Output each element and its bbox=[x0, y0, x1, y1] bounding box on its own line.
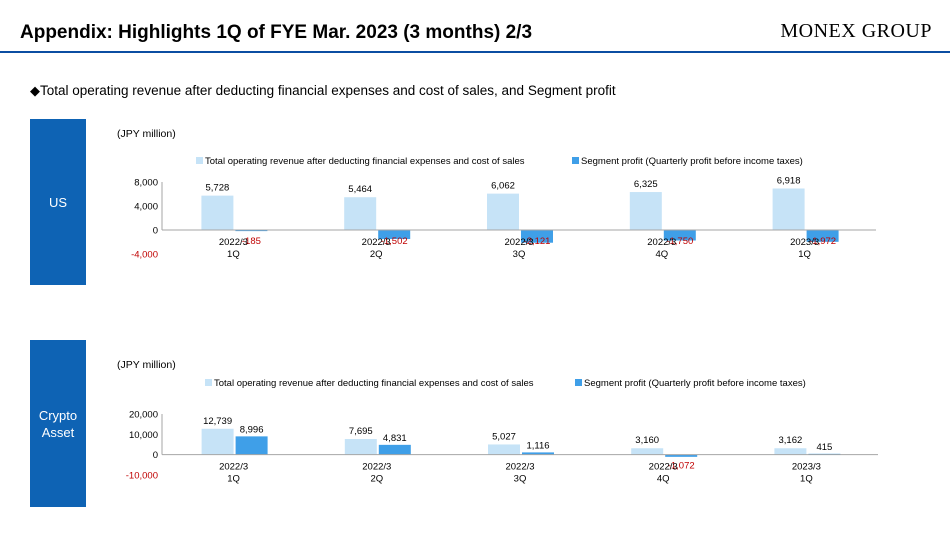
segment-label-crypto-line2: Asset bbox=[41, 424, 75, 440]
us-data-label-s1-0: -185 bbox=[242, 236, 261, 247]
us-bar-s1-0 bbox=[235, 230, 268, 232]
us-xtick-line1-4: 2023/3 bbox=[790, 237, 819, 248]
us-ytick-label-0: 8,000 bbox=[134, 178, 158, 189]
us-ytick-label-3: -4,000 bbox=[131, 250, 158, 261]
crypto-data-label-s0-2: 5,027 bbox=[492, 431, 516, 442]
crypto-bar-s0-1 bbox=[344, 439, 377, 455]
us-data-label-s0-0: 5,728 bbox=[206, 183, 230, 194]
us-bar-s1-4 bbox=[806, 230, 839, 242]
us-xtick-line2-3: 4Q bbox=[655, 249, 668, 260]
crypto-legend-label-1: Segment profit (Quarterly profit before … bbox=[584, 378, 806, 389]
crypto-data-label-s0-0: 12,739 bbox=[203, 416, 232, 427]
crypto-xtick-line1-1: 2022/3 bbox=[362, 462, 391, 473]
crypto-ytick-label-3: -10,000 bbox=[126, 471, 158, 482]
crypto-xtick-line1-4: 2023/3 bbox=[792, 462, 821, 473]
us-ytick-label-2: 0 bbox=[153, 226, 158, 237]
crypto-xtick-line2-3: 4Q bbox=[657, 474, 670, 485]
us-xtick-line2-0: 1Q bbox=[227, 249, 240, 260]
crypto-bar-s1-0 bbox=[235, 436, 268, 455]
crypto-data-label-s1-2: 1,116 bbox=[526, 440, 549, 451]
us-data-label-s0-3: 6,325 bbox=[634, 179, 658, 190]
us-legend-label-1: Segment profit (Quarterly profit before … bbox=[581, 156, 803, 167]
us-bar-s0-2 bbox=[487, 193, 519, 230]
subtitle-text: Total operating revenue after deducting … bbox=[40, 83, 616, 98]
crypto-bar-s1-2 bbox=[522, 452, 554, 455]
crypto-xtick-line2-2: 3Q bbox=[514, 474, 527, 485]
crypto-data-label-s0-3: 3,160 bbox=[635, 435, 659, 446]
crypto-legend-swatch-0 bbox=[205, 379, 212, 386]
us-data-label-s1-1: -1,502 bbox=[381, 236, 408, 247]
company-logo: MONEX GROUP bbox=[780, 20, 932, 42]
crypto-data-label-s1-1: 4,831 bbox=[383, 433, 407, 444]
crypto-xtick-line2-0: 1Q bbox=[227, 474, 240, 485]
crypto-data-label-s0-4: 3,162 bbox=[779, 435, 803, 446]
us-data-label-s0-1: 5,464 bbox=[348, 184, 372, 195]
us-xtick-line2-4: 1Q bbox=[798, 249, 811, 260]
us-ytick-label-1: 4,000 bbox=[134, 202, 158, 213]
section-subtitle: ◆Total operating revenue after deducting… bbox=[30, 83, 616, 99]
us-legend-swatch-1 bbox=[572, 157, 579, 164]
segment-box-crypto: Crypto Asset bbox=[30, 340, 86, 507]
us-bar-s0-0 bbox=[201, 195, 234, 230]
segment-label-crypto-line1: Crypto bbox=[38, 407, 78, 423]
crypto-bar-s1-3 bbox=[665, 454, 698, 457]
us-data-label-s1-4: -1,972 bbox=[809, 236, 836, 247]
us-bar-s0-4 bbox=[772, 188, 805, 230]
us-xtick-line1-0: 2022/3 bbox=[219, 237, 248, 248]
us-xtick-line1-3: 2022/3 bbox=[647, 237, 676, 248]
us-data-label-s0-4: 6,918 bbox=[777, 175, 801, 186]
crypto-data-label-s1-3: -1,072 bbox=[668, 461, 695, 472]
us-xtick-line1-1: 2022/3 bbox=[362, 237, 391, 248]
title-divider bbox=[0, 51, 950, 53]
us-bar-s0-1 bbox=[344, 197, 377, 230]
unit-label-us: (JPY million) bbox=[117, 128, 176, 140]
crypto-bar-s0-2 bbox=[488, 444, 520, 455]
crypto-ytick-label-1: 10,000 bbox=[129, 430, 158, 441]
crypto-ytick-label-2: 0 bbox=[153, 450, 158, 461]
crypto-legend-swatch-1 bbox=[575, 379, 582, 386]
us-xtick-line2-1: 2Q bbox=[370, 249, 383, 260]
crypto-data-label-s1-0: 8,996 bbox=[240, 424, 264, 435]
crypto-bar-s1-1 bbox=[378, 444, 411, 455]
unit-label-crypto: (JPY million) bbox=[117, 359, 176, 371]
diamond-bullet-icon: ◆ bbox=[30, 83, 40, 98]
crypto-xtick-line1-2: 2022/3 bbox=[505, 462, 534, 473]
us-bar-s1-1 bbox=[378, 230, 411, 240]
crypto-xtick-line1-0: 2022/3 bbox=[219, 462, 248, 473]
segment-box-us: US bbox=[30, 119, 86, 285]
us-bar-s0-3 bbox=[629, 192, 662, 230]
crypto-xtick-line2-1: 2Q bbox=[370, 474, 383, 485]
crypto-xtick-line1-3: 2022/3 bbox=[649, 462, 678, 473]
page-title: Appendix: Highlights 1Q of FYE Mar. 2023… bbox=[20, 22, 533, 43]
us-bar-s1-3 bbox=[663, 230, 696, 241]
us-xtick-line2-2: 3Q bbox=[513, 249, 526, 260]
us-data-label-s1-3: -1,750 bbox=[666, 236, 693, 247]
us-legend-swatch-0 bbox=[196, 157, 203, 164]
us-data-label-s0-2: 6,062 bbox=[491, 181, 515, 192]
us-legend-label-0: Total operating revenue after deducting … bbox=[205, 156, 525, 167]
crypto-bar-s0-4 bbox=[774, 448, 807, 455]
us-xtick-line1-2: 2022/3 bbox=[504, 237, 533, 248]
crypto-bar-s0-0 bbox=[201, 428, 234, 455]
segment-label-us: US bbox=[48, 194, 68, 210]
us-data-label-s1-2: -2,121 bbox=[524, 236, 551, 247]
crypto-legend-label-0: Total operating revenue after deducting … bbox=[214, 378, 534, 389]
us-bar-s1-2 bbox=[521, 230, 553, 243]
crypto-data-label-s1-4: 415 bbox=[816, 442, 832, 453]
crypto-data-label-s0-1: 7,695 bbox=[349, 426, 373, 437]
crypto-ytick-label-0: 20,000 bbox=[129, 410, 158, 421]
crypto-xtick-line2-4: 1Q bbox=[800, 474, 813, 485]
crypto-bar-s0-3 bbox=[631, 448, 664, 455]
